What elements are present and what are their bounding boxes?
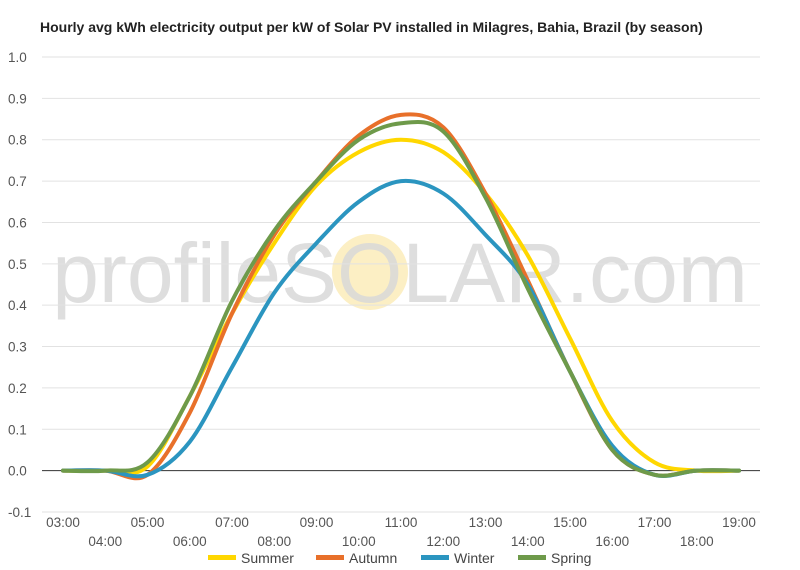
watermark-sun	[332, 234, 408, 310]
x-tick-label: 15:00	[553, 515, 587, 530]
y-tick-label: 0.1	[8, 422, 27, 437]
x-tick-label: 05:00	[131, 515, 165, 530]
y-axis: 1.0 0.9 0.8 0.7 0.6 0.5 0.4 0.3 0.2 0.1 0.0 -0.1	[8, 50, 31, 520]
legend-label-spring: Spring	[551, 550, 591, 566]
x-tick-label: 11:00	[385, 515, 418, 530]
y-tick-label: 0.9	[8, 91, 27, 106]
x-tick-label: 19:00	[722, 515, 756, 530]
y-tick-label: 0.2	[8, 381, 27, 396]
watermark: profileSOLAR.com	[52, 226, 748, 320]
legend-swatch-summer	[208, 555, 236, 560]
y-tick-label: 0.5	[8, 257, 27, 272]
watermark-text: profileSOLAR.com	[52, 226, 748, 320]
series-line-winter	[61, 178, 741, 479]
x-tick-label: 07:00	[215, 515, 249, 530]
gridlines	[42, 56, 760, 513]
x-tick-label: 10:00	[342, 534, 376, 549]
y-tick-label: 0.3	[8, 340, 27, 355]
y-tick-label: 0.8	[8, 133, 27, 148]
legend: Summer Autumn Winter Spring	[208, 550, 591, 566]
series-lines	[61, 112, 741, 481]
legend-swatch-winter	[421, 555, 449, 560]
x-axis: 03:00 04:00 05:00 06:00 07:00 08:00 09:00 10:00…	[46, 515, 756, 549]
x-tick-label: 14:00	[511, 534, 545, 549]
y-tick-label: 0.0	[8, 464, 27, 479]
y-tick-label: 0.6	[8, 215, 27, 230]
y-tick-label: 0.4	[8, 298, 27, 313]
legend-label-summer: Summer	[241, 550, 294, 566]
x-tick-label: 03:00	[46, 515, 80, 530]
chart-title: Hourly avg kWh electricity output per kW…	[40, 19, 703, 35]
y-tick-label: 1.0	[8, 50, 27, 65]
x-tick-label: 17:00	[638, 515, 672, 530]
legend-label-autumn: Autumn	[349, 550, 397, 566]
x-tick-label: 04:00	[88, 534, 122, 549]
x-tick-label: 18:00	[680, 534, 714, 549]
legend-swatch-spring	[518, 555, 546, 560]
x-tick-label: 06:00	[173, 534, 207, 549]
x-tick-label: 12:00	[426, 534, 460, 549]
x-tick-label: 08:00	[257, 534, 291, 549]
legend-swatch-autumn	[316, 555, 344, 560]
y-tick-label: -0.1	[8, 505, 31, 520]
y-tick-label: 0.7	[8, 174, 27, 189]
series-line-spring	[61, 119, 741, 478]
legend-label-winter: Winter	[454, 550, 495, 566]
x-tick-label: 13:00	[469, 515, 503, 530]
x-tick-label: 16:00	[595, 534, 629, 549]
x-tick-label: 09:00	[300, 515, 334, 530]
